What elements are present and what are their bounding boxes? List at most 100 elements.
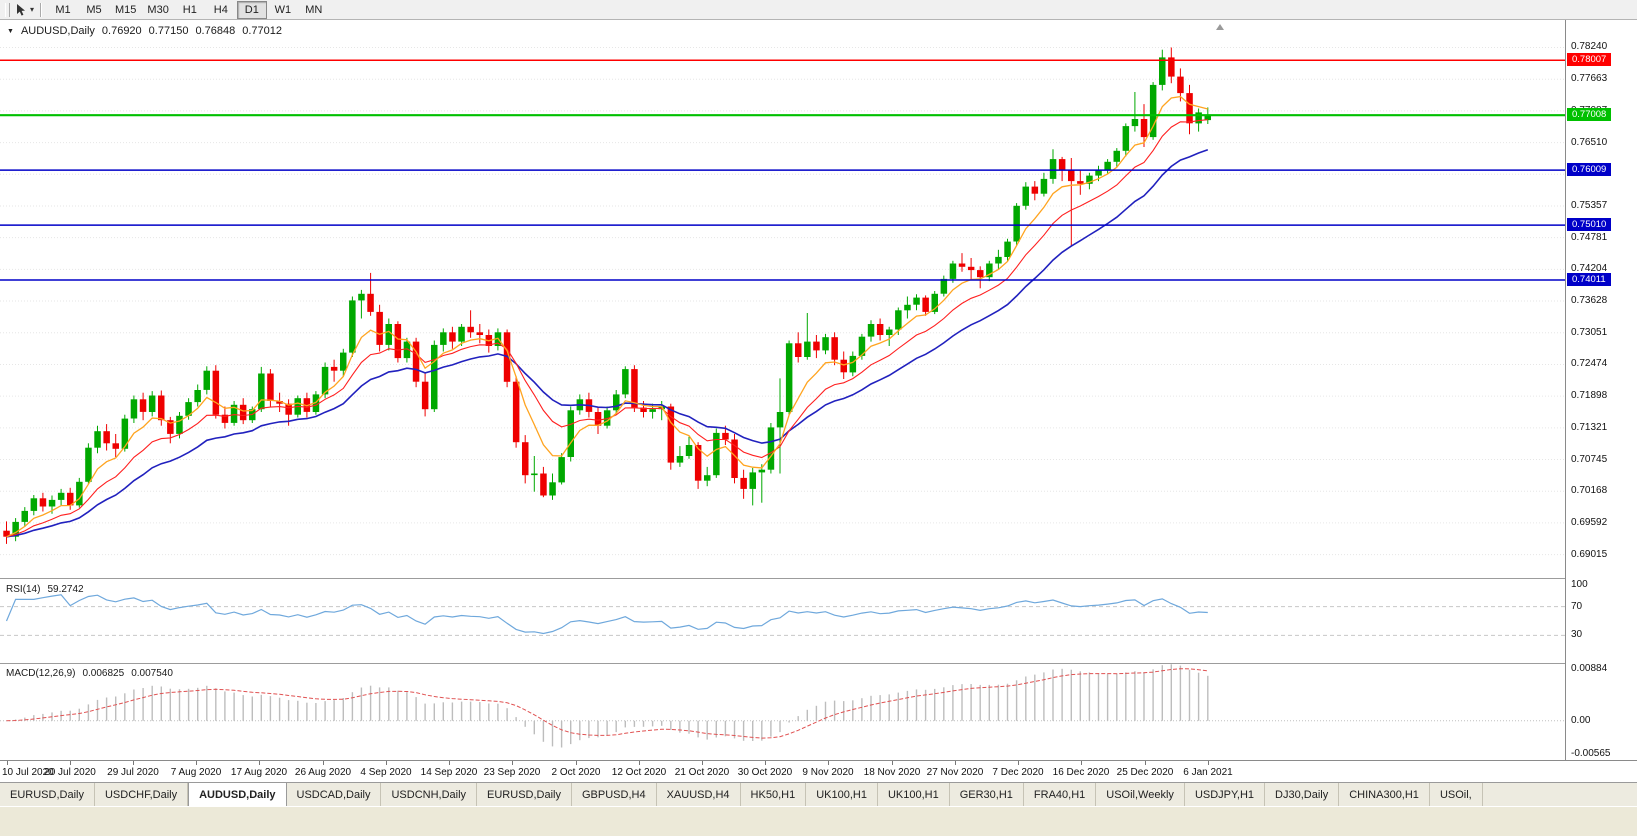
chart-tab-fra40-h1[interactable]: FRA40,H1 [1023,783,1097,807]
macd-scale-label: 0.00884 [1571,663,1608,674]
candle [1049,149,1057,184]
cursor-icon[interactable] [15,3,27,17]
candle [421,373,429,417]
candle [731,434,738,484]
panel-separator[interactable] [0,663,1637,664]
rsi-indicator-label: RSI(14) 59.2742 [6,584,84,595]
price-axis-label: 0.71898 [1571,390,1608,401]
chart-tab-gbpusd-h4[interactable]: GBPUSD,H4 [572,783,657,807]
panel-separator[interactable] [0,578,1637,579]
candle [785,340,793,415]
candle [876,318,884,341]
candle [1140,104,1148,147]
candle [30,495,38,516]
macd-panel-chart[interactable] [0,664,1565,760]
candle [549,473,556,500]
candle [613,390,620,415]
timeframe-button-mn[interactable]: MN [305,3,323,16]
price-axis-label: 0.75357 [1571,200,1608,211]
candle [358,289,365,319]
toolbar-grip[interactable] [5,2,10,17]
candle [704,466,711,487]
date-tick [955,761,956,765]
price-axis-label: 0.74781 [1571,232,1608,243]
chart-tab-eurusd-daily[interactable]: EURUSD,Daily [477,783,572,807]
candle [1149,82,1157,140]
ma-mid-red [6,119,1208,538]
candle [376,304,383,352]
chart-tab-uk100-h1[interactable]: UK100,H1 [877,783,950,807]
chart-tab-ger30-h1[interactable]: GER30,H1 [949,783,1024,807]
candle [822,333,829,355]
price-chart[interactable] [0,20,1565,578]
candle [622,366,629,399]
chart-tab-audusd-daily[interactable]: AUDUSD,Daily [188,783,287,807]
date-axis-label: 2 Oct 2020 [551,767,601,778]
rsi-panel-chart[interactable] [0,579,1565,663]
date-tick [7,761,8,765]
chart-tab-hk50-h1[interactable]: HK50,H1 [740,783,807,807]
date-axis-label: 21 Oct 2020 [674,767,730,778]
price-axis-label: 0.72474 [1571,358,1608,369]
chart-tab-usdchf-daily[interactable]: USDCHF,Daily [94,783,189,807]
candle [1040,172,1048,197]
rsi-scale-label: 70 [1571,601,1583,612]
triangle-down-icon[interactable]: ▼ [7,27,14,35]
candle [130,395,138,423]
date-tick [639,761,640,765]
timeframe-button-m15[interactable]: M15 [115,3,137,16]
date-tick [1145,761,1146,765]
chart-tab-china300-h1[interactable]: CHINA300,H1 [1339,783,1430,807]
chevron-down-icon[interactable]: ▾ [30,5,35,14]
chart-tab-uk100-h1[interactable]: UK100,H1 [806,783,878,807]
candle [977,266,984,289]
price-line-tag: 0.75010 [1567,218,1612,231]
macd-scale-label: 0.00 [1571,715,1591,726]
date-tick [1018,761,1019,765]
price-axis[interactable]: 0.782400.776630.770870.765100.759340.753… [1565,20,1637,760]
ma-fast-orange [6,95,1208,538]
timeframe-button-h4[interactable]: H4 [213,3,228,16]
chart-tab-eurusd-daily[interactable]: EURUSD,Daily [0,783,95,807]
candle [740,469,747,499]
chart-shift-marker-icon[interactable] [1216,24,1224,30]
chart-tab-dj30-daily[interactable]: DJ30,Daily [1265,783,1340,807]
chart-tab-usdjpy-h1[interactable]: USDJPY,H1 [1184,783,1266,807]
chart-tab-usoil-weekly[interactable]: USOil,Weekly [1096,783,1185,807]
rsi-value: 59.2742 [47,584,84,595]
timeframe-button-d1[interactable]: D1 [236,0,267,19]
candle [3,521,10,544]
candle [158,390,165,426]
macd-signal-value: 0.007540 [131,668,173,679]
chart-tab-usoil-[interactable]: USOil, [1429,783,1483,807]
candle [258,366,265,412]
candle [85,443,92,484]
timeframe-button-h1[interactable]: H1 [182,3,197,16]
candle [540,466,547,498]
chart-tab-usdcnh-daily[interactable]: USDCNH,Daily [381,783,478,807]
chart-tab-xauusd-h4[interactable]: XAUUSD,H4 [656,783,741,807]
timeframe-button-m30[interactable]: M30 [147,3,169,16]
candle [1022,182,1029,210]
candle [212,365,220,419]
time-axis[interactable]: 10 Jul 2020 20 Jul 2020 29 Jul 2020 7 Aug 2… [0,760,1637,782]
timeframe-button-m5[interactable]: M5 [86,3,102,16]
date-tick [892,761,893,765]
macd-title: MACD(12,26,9) [6,668,76,679]
candle [694,442,702,489]
timeframe-button-w1[interactable]: W1 [274,3,292,16]
chart-open-value: 0.76920 [101,25,142,37]
candle [1131,92,1139,132]
date-tick [828,761,829,765]
date-axis-label: 12 Oct 2020 [611,767,667,778]
candle [76,477,83,508]
timeframe-button-m1[interactable]: M1 [55,3,71,16]
price-axis-label: 0.76510 [1571,137,1608,148]
candle [567,406,574,462]
candle [522,435,529,484]
status-bar-area [0,806,1637,836]
price-axis-label: 0.78240 [1571,41,1608,52]
chart-tab-usdcad-daily[interactable]: USDCAD,Daily [286,783,382,807]
candle [1031,181,1039,201]
